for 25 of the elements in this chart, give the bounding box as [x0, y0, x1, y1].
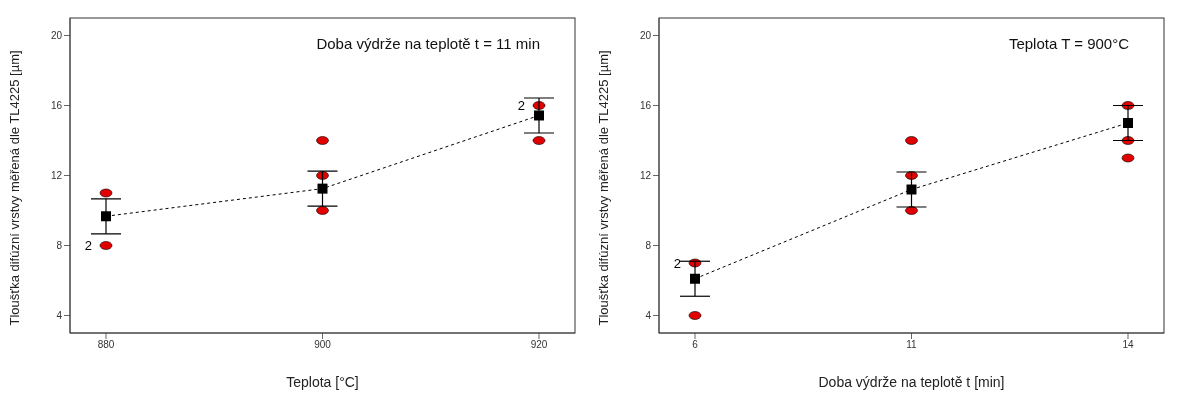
y-tick-label: 20 [50, 30, 63, 42]
y-tick-label: 20 [639, 30, 652, 42]
x-tick-label: 900 [314, 339, 332, 351]
x-axis-title: Doba výdrže na teplotě t [min] [818, 374, 1005, 390]
y-tick-label: 16 [50, 100, 63, 112]
annotation: 2 [84, 238, 92, 254]
x-tick-label: 880 [97, 339, 115, 351]
y-axis-title: Tloušťka difúzní vrstvy měřená dle TL4225 [µm] [595, 50, 611, 326]
x-tick-label: 6 [692, 339, 699, 351]
y-tick-label: 16 [639, 100, 652, 112]
x-tick-label: 14 [1122, 339, 1134, 351]
y-tick-label: 4 [56, 310, 63, 322]
annotation: 2 [517, 98, 525, 114]
x-tick-label: 11 [906, 339, 918, 351]
y-tick-label: 12 [50, 170, 63, 182]
y-tick-label: 4 [645, 310, 652, 322]
annotation: Teplota T = 900°C [1008, 35, 1129, 52]
y-tick-label: 8 [56, 240, 63, 252]
x-axis-title: Teplota [°C] [286, 374, 359, 390]
x-tick-label: 920 [530, 339, 548, 351]
y-axis-title: Tloušťka difúzní vrstvy měřená dle TL4225 [µm] [6, 50, 22, 326]
annotation: Doba výdrže na teplotě t = 11 min [316, 35, 540, 52]
y-tick-label: 8 [645, 240, 652, 252]
annotation: 2 [673, 255, 681, 271]
y-tick-label: 12 [639, 170, 652, 182]
